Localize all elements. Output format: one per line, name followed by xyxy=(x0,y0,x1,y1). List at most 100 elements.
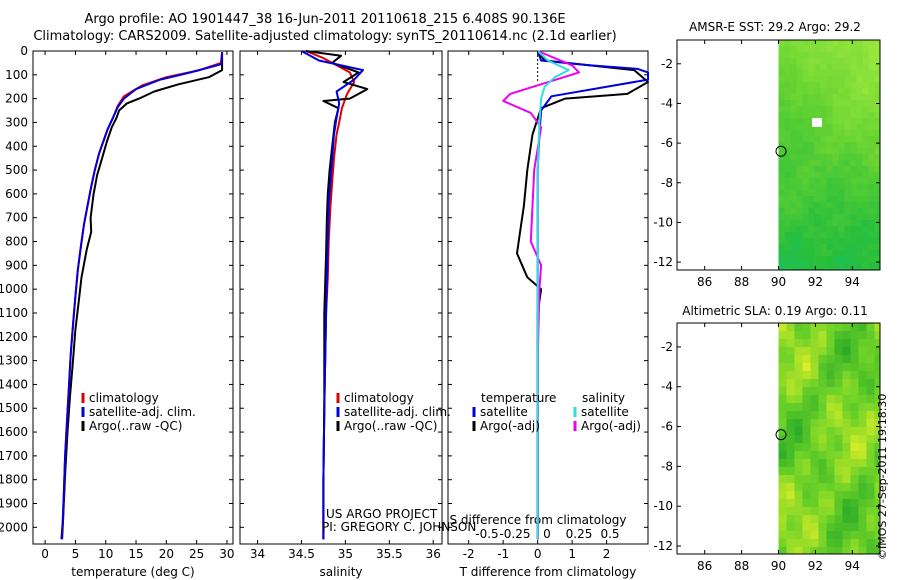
sst-cell xyxy=(790,178,797,184)
sst-cell xyxy=(862,208,869,214)
sla-cell xyxy=(786,331,795,339)
sst-cell xyxy=(868,262,875,268)
sst-cell xyxy=(874,268,880,270)
sst-cell xyxy=(808,94,815,100)
temperature-x-tick-label: 15 xyxy=(128,547,143,561)
sla-cell xyxy=(818,371,827,379)
sst-cell xyxy=(868,190,875,196)
sla-cell xyxy=(818,467,827,475)
sst-cell xyxy=(802,208,809,214)
sst-cell xyxy=(850,100,857,106)
sst-cell xyxy=(832,160,839,166)
sla-cell xyxy=(778,547,787,554)
sla-cell xyxy=(810,523,819,531)
sla-cell xyxy=(858,451,867,459)
map-x-tick-label: 90 xyxy=(771,275,786,289)
sst-cell xyxy=(844,166,851,172)
sla-cell xyxy=(794,347,803,355)
sst-cell xyxy=(838,52,845,58)
sst-cell xyxy=(796,70,803,76)
sla-cell xyxy=(858,395,867,403)
sst-cell xyxy=(838,88,845,94)
sla-cell xyxy=(874,507,880,515)
sla-cell xyxy=(842,531,851,539)
temperature-x-tick-label: 10 xyxy=(98,547,113,561)
sst-cell xyxy=(856,214,863,220)
sla-cell xyxy=(858,443,867,451)
sst-cell xyxy=(832,64,839,70)
sla-cell xyxy=(786,363,795,371)
sst-cell xyxy=(796,52,803,58)
sst-cell xyxy=(796,226,803,232)
sla-cell xyxy=(866,491,875,499)
sst-cell xyxy=(868,40,875,46)
sst-cell xyxy=(808,58,815,64)
sst-cell xyxy=(808,214,815,220)
sst-cell xyxy=(832,190,839,196)
depth-tick-label: 400 xyxy=(5,139,28,153)
sst-cell xyxy=(820,226,827,232)
sla-cell xyxy=(842,491,851,499)
sst-cell xyxy=(796,40,803,46)
sst-cell xyxy=(796,208,803,214)
sst-cell xyxy=(832,100,839,106)
sst-cell xyxy=(790,142,797,148)
sst-cell xyxy=(844,94,851,100)
depth-tick-label: 1000 xyxy=(0,282,28,296)
sla-cell xyxy=(834,371,843,379)
sla-cell xyxy=(866,379,875,387)
sst-cell xyxy=(844,268,851,270)
temperature-x-tick-label: 25 xyxy=(189,547,204,561)
sla-cell xyxy=(810,395,819,403)
sla-cell xyxy=(802,347,811,355)
sla-cell xyxy=(778,323,787,331)
sst-cell xyxy=(820,46,827,52)
sla-cell xyxy=(794,339,803,347)
sst-cell xyxy=(826,76,833,82)
sst-cell xyxy=(808,172,815,178)
sla-cell xyxy=(834,419,843,427)
sst-cell xyxy=(820,40,827,46)
sst-cell xyxy=(778,100,785,106)
sst-cell xyxy=(874,136,880,142)
sst-cell xyxy=(784,136,791,142)
sst-cell xyxy=(820,106,827,112)
sst-cell xyxy=(820,232,827,238)
sst-cell xyxy=(832,124,839,130)
sst-cell xyxy=(808,52,815,58)
sla-cell xyxy=(778,539,787,547)
sla-cell xyxy=(818,403,827,411)
sst-cell xyxy=(790,40,797,46)
sla-cell xyxy=(778,427,787,435)
sst-cell xyxy=(862,142,869,148)
sla-cell xyxy=(858,547,867,554)
sst-cell xyxy=(802,220,809,226)
sst-cell xyxy=(838,154,845,160)
sla-cell xyxy=(858,491,867,499)
sst-cell xyxy=(862,196,869,202)
sst-cell xyxy=(844,148,851,154)
sla-cell xyxy=(810,355,819,363)
sla-cell xyxy=(826,419,835,427)
sst-cell xyxy=(832,58,839,64)
sst-cell xyxy=(826,262,833,268)
sst-cell xyxy=(784,148,791,154)
sst-cell xyxy=(778,118,785,124)
sst-cell xyxy=(796,106,803,112)
sla-cell xyxy=(858,427,867,435)
sst-cell xyxy=(796,250,803,256)
sla-cell xyxy=(874,443,880,451)
sla-cell xyxy=(786,459,795,467)
sst-cell xyxy=(814,256,821,262)
sst-cell xyxy=(874,220,880,226)
map-y-tick-label: -2 xyxy=(661,57,673,71)
sla-cell xyxy=(866,451,875,459)
sla-cell xyxy=(834,395,843,403)
sla-cell xyxy=(842,515,851,523)
sdiff-tick-label: 0.5 xyxy=(600,527,619,541)
sst-cell xyxy=(808,220,815,226)
sla-cell xyxy=(778,467,787,475)
sst-cell xyxy=(784,262,791,268)
sst-cell xyxy=(868,94,875,100)
sst-cell xyxy=(820,100,827,106)
